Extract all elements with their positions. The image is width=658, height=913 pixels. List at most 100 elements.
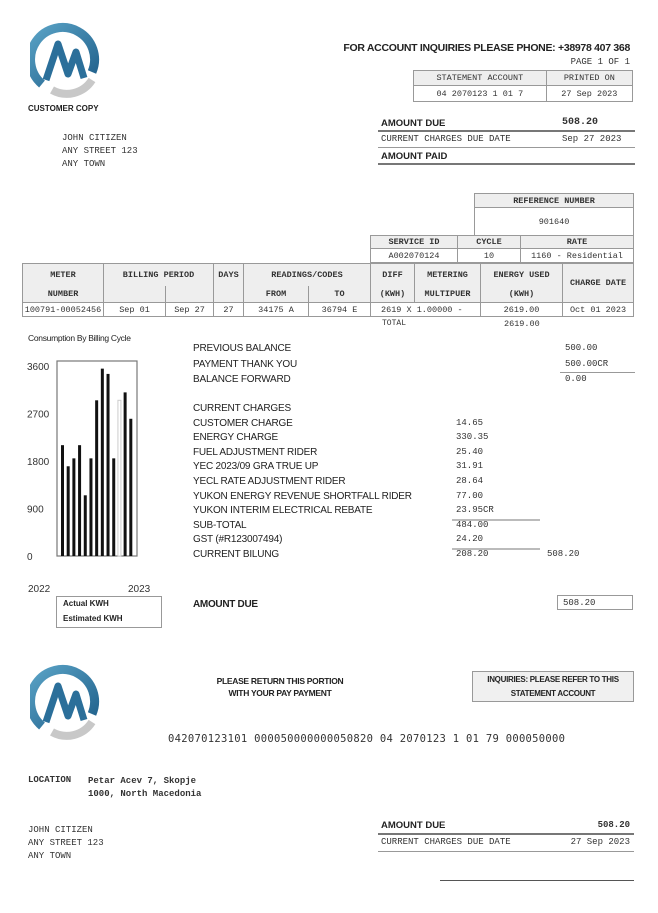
company-logo-remit — [30, 665, 100, 740]
y-tick-label: 900 — [27, 505, 44, 516]
remit-customer-town: ANY TOWN — [28, 851, 72, 861]
balance-label: BALANCE FORWARD — [193, 374, 291, 385]
charge-value: 31.91 — [456, 461, 484, 472]
y-tick-label: 2700 — [27, 410, 50, 421]
inquiries-phone: FOR ACCOUNT INQUIRIES PLEASE PHONE: +389… — [343, 42, 630, 54]
inquiries-line-1: INQUIRIES: PLEASE REFER TO THIS — [487, 675, 619, 684]
bar-actual — [78, 445, 82, 556]
service-table: SERVICE ID CYCLE RATE A002070124 10 1160 - R… — [370, 235, 634, 263]
chart-legend: Actual KWH Estimated KWH — [56, 596, 162, 628]
legend-actual: Actual KWH — [63, 599, 109, 608]
meter-table: METER BILLING PERIOD DAYS READINGS/CODES… — [22, 263, 634, 317]
metering-header: METERING — [414, 263, 481, 286]
charge-value: 14.65 — [456, 417, 484, 428]
cycle-header: CYCLE — [457, 235, 521, 249]
multiplier-header: MULTIPUER — [414, 285, 481, 303]
y-tick-label: 3600 — [27, 362, 50, 373]
customer-copy-label: CUSTOMER COPY — [28, 104, 99, 113]
diff-header: DIFF — [370, 263, 415, 286]
bar-actual — [100, 368, 104, 556]
bar-actual — [66, 466, 70, 556]
charge-value: 484.00 — [456, 519, 489, 530]
remit-customer-name: JOHN CITIZEN — [28, 825, 93, 835]
customer-town: ANY TOWN — [62, 159, 106, 169]
billing-period-header: BILLING PERIOD — [103, 263, 214, 286]
bar-actual — [129, 418, 133, 556]
charge-label: GST (#R123007494) — [193, 534, 283, 546]
amount-due-total-label: AMOUNT DUE — [193, 599, 258, 610]
bar-actual — [123, 392, 127, 556]
customer-address: JOHN CITIZEN ANY STREET 123 ANY TOWN — [62, 132, 138, 171]
remit-customer-address: JOHN CITIZEN ANY STREET 123 ANY TOWN — [28, 824, 104, 863]
cycle: 10 — [457, 248, 521, 263]
charge-label: SUB-TOTAL — [193, 519, 247, 531]
energy-unit-header: (KWH) — [480, 285, 563, 303]
due-date-value: Sep 27 2023 — [562, 134, 622, 144]
charge-date-header: CHARGE DATE — [562, 263, 634, 303]
charge-label: ENERGY CHARGE — [193, 432, 279, 444]
to-header: TO — [308, 285, 371, 303]
balance-label: PREVIOUS BALANCE — [193, 343, 291, 354]
bar-actual — [89, 458, 93, 556]
location-line-1: Petar Acev 7, Skopje — [88, 776, 197, 786]
meter-header: METER — [22, 263, 104, 286]
energy-header: ENERGY USED — [480, 263, 563, 286]
page-number: PAGE 1 OF 1 — [570, 57, 630, 67]
charge-label: CUSTOMER CHARGE — [193, 417, 293, 429]
remit-due-date-label: CURRENT CHARGES DUE DATE — [381, 837, 511, 847]
charge-label: YUKON ENERGY REVENUE SHORTFALL RIDER — [193, 490, 412, 502]
balance-value: 500.00 — [565, 343, 598, 353]
customer-name: JOHN CITIZEN — [62, 133, 127, 143]
balance-value: 500.00CR — [565, 358, 609, 369]
legend-estimated: Estimated KWH — [63, 614, 123, 623]
amount-paid-label: AMOUNT PAID — [381, 151, 448, 162]
number-header: NUMBER — [22, 285, 104, 303]
x-tick-label: 2022 — [28, 584, 51, 595]
remit-due-date: 27 Sep 2023 — [570, 837, 630, 847]
bar-actual — [95, 400, 99, 556]
reading-to: 36794 E — [308, 302, 371, 317]
current-charges-heading: CURRENT CHARGES — [193, 403, 291, 414]
amount-due-label: AMOUNT DUE — [381, 118, 446, 129]
charge-date: Oct 01 2023 — [562, 302, 634, 317]
remit-amount-due-label: AMOUNT DUE — [381, 820, 446, 831]
table-row: 100791-00052456 Sep 01 Sep 27 27 34175 A… — [22, 302, 634, 317]
total-value: 2619.00 — [504, 319, 540, 329]
y-tick-label: 0 — [27, 552, 33, 563]
bar-actual — [106, 373, 110, 556]
reference-header: REFERENCE NUMBER — [474, 193, 634, 208]
printed-on-value: 27 Sep 2023 — [545, 85, 634, 102]
charge-value: 28.64 — [456, 476, 484, 486]
return-instructions: PLEASE RETURN THIS PORTION WITH YOUR PAY… — [180, 675, 380, 699]
service-id: A002070124 — [370, 248, 458, 263]
bar-actual — [112, 458, 116, 556]
location-address: Petar Acev 7, Skopje 1000, North Macedon… — [88, 775, 201, 801]
balance-label: PAYMENT THANK YOU — [193, 358, 298, 370]
charge-value: 25.40 — [456, 446, 484, 457]
rate: 1160 - Residential — [520, 248, 634, 263]
total-label: TOTAL — [382, 319, 407, 328]
return-line-1: PLEASE RETURN THIS PORTION — [216, 676, 344, 686]
customer-street: ANY STREET 123 — [62, 146, 138, 156]
bar-estimated — [117, 399, 122, 557]
statement-account-table: STATEMENT ACCOUNT PRINTED ON 04 2070123 1… — [413, 70, 634, 102]
days-header: DAYS — [213, 263, 244, 286]
charge-value: 77.00 — [456, 490, 484, 501]
readings-header: READINGS/CODES — [243, 263, 371, 286]
charge-value: 330.35 — [456, 432, 489, 443]
statement-account-header: STATEMENT ACCOUNT — [413, 70, 547, 86]
return-line-2: WITH YOUR PAY PAYMENT — [228, 688, 332, 698]
company-logo — [30, 23, 100, 98]
current-billing-total: 508.20 — [547, 549, 580, 559]
charge-value: 24.20 — [456, 534, 484, 545]
diff-multiplier: 2619 X 1.00000 - — [370, 302, 481, 317]
service-id-header: SERVICE ID — [370, 235, 458, 249]
charge-value: 208.20 — [456, 549, 489, 559]
inquiries-line-2: STATEMENT ACCOUNT — [510, 689, 596, 698]
charge-label: YEC 2023/09 GRA TRUE UP — [193, 461, 319, 473]
charge-label: FUEL ADJUSTMENT RIDER — [193, 446, 318, 458]
bar-actual — [72, 458, 76, 556]
chart-title: Consumption By Billing Cycle — [28, 333, 131, 343]
inquiries-box: INQUIRIES: PLEASE REFER TO THIS STATEMEN… — [472, 671, 634, 702]
bar-actual — [83, 495, 87, 556]
